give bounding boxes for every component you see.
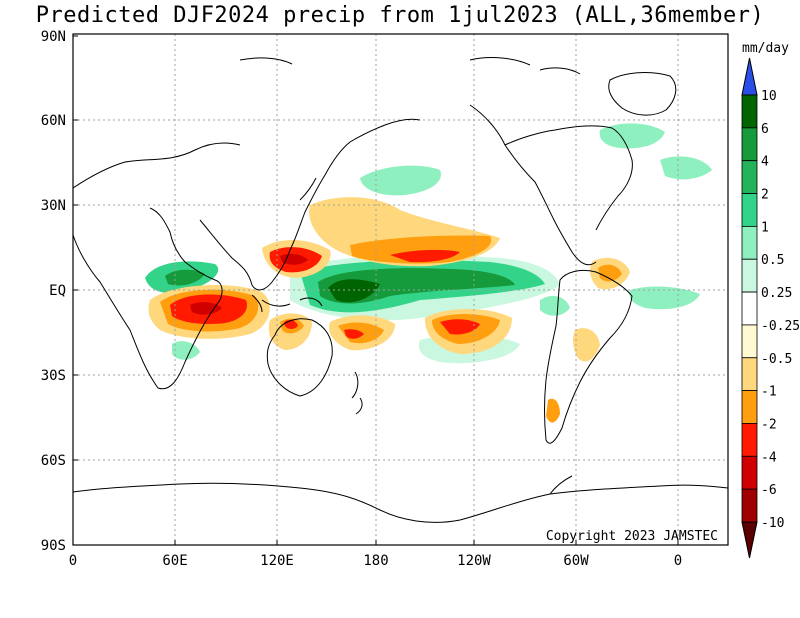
- lon-label: 120E: [260, 553, 294, 569]
- colorbar-label: 10: [761, 89, 777, 104]
- coast-new-zealand: [351, 371, 363, 415]
- s-america-dry: [573, 328, 600, 362]
- lat-label: 60N: [41, 113, 66, 129]
- lat-label: 60S: [41, 453, 66, 469]
- lon-label: 0: [69, 553, 77, 569]
- colorbar-label: 6: [761, 122, 769, 137]
- colorbar-label: -10: [761, 516, 784, 531]
- lat-axis: 90N 60N 30N EQ 30S 60S 90S: [41, 29, 78, 554]
- n-atlantic-wet-2: [660, 156, 712, 180]
- colorbar-label: -6: [761, 483, 777, 498]
- colorbar-swatch: [741, 94, 758, 129]
- coast-asia: [199, 118, 421, 291]
- central-pacific-dry-core: [390, 249, 460, 263]
- lon-label: 0: [674, 553, 682, 569]
- coast-greenland: [608, 72, 677, 116]
- colorbar-swatch: [741, 258, 758, 293]
- colorbar-swatch: [741, 291, 758, 326]
- coast-arctic-islands: [239, 57, 581, 75]
- colorbar-swatch: [741, 357, 758, 392]
- east-pacific-dry-core: [440, 319, 480, 335]
- patagonia-dry: [546, 398, 560, 423]
- colorbar-swatch: [741, 127, 758, 162]
- colorbar-swatch: [741, 455, 758, 490]
- colorbar-swatch: [741, 225, 758, 260]
- indian-ocean-dry-deep: [190, 302, 222, 315]
- north-pacific-wet: [360, 165, 441, 196]
- central-pacific-dry: [350, 235, 492, 264]
- coast-antarctica: [73, 482, 728, 523]
- n-atlantic-wet: [599, 123, 665, 149]
- coast-australia: [266, 318, 333, 397]
- colorbar-label: 0.25: [761, 286, 792, 301]
- colorbar-label: 4: [761, 155, 769, 170]
- lon-label: 120W: [457, 553, 491, 569]
- coast-antarctic-peninsula: [549, 475, 573, 495]
- lat-label: 90N: [41, 29, 66, 45]
- colorbar-swatch: [741, 193, 758, 227]
- lat-label: EQ: [49, 283, 66, 299]
- lon-label: 180: [363, 553, 388, 569]
- copyright-text: Copyright 2023 JAMSTEC: [546, 529, 718, 544]
- colorbar-under-arrow: [741, 521, 758, 559]
- lat-label: 90S: [41, 538, 66, 554]
- colorbar-label: 0.5: [761, 253, 784, 268]
- coast-s-america: [544, 269, 633, 444]
- lat-label: 30N: [41, 198, 66, 214]
- lon-label: 60E: [162, 553, 187, 569]
- colorbar-swatch: [741, 324, 758, 359]
- coast-japan: [299, 177, 317, 201]
- brazil-dry-core: [598, 264, 622, 282]
- graticule: [73, 34, 728, 545]
- precip-anomaly-fields: [145, 123, 712, 423]
- coastlines: [73, 57, 728, 523]
- indian-ocean-wet-west-core: [165, 269, 205, 286]
- lat-label: 30S: [41, 368, 66, 384]
- colorbar-label: -0.25: [761, 319, 800, 334]
- colorbar-label: -2: [761, 417, 777, 432]
- atlantic-wet: [629, 286, 700, 310]
- colorbar-label: -4: [761, 450, 777, 465]
- lon-label: 60W: [563, 553, 589, 569]
- colorbar-swatch: [741, 390, 758, 424]
- spcz-dry-core: [344, 329, 364, 339]
- colorbar-label: 1: [761, 220, 769, 235]
- coast-maritime: [251, 294, 323, 313]
- lon-axis: 0 60E 120E 180 120W 60W 0: [69, 540, 682, 569]
- colorbar-over-arrow: [741, 57, 758, 96]
- colorbar-swatch: [741, 423, 758, 457]
- colorbar-label: -1: [761, 385, 777, 400]
- coast-europe-africa: [73, 142, 241, 390]
- s-america-wet: [540, 295, 570, 316]
- map-plot-area: [73, 34, 728, 545]
- colorbar-label: 2: [761, 188, 769, 203]
- colorbar-swatch: [741, 488, 758, 523]
- map-title: Predicted DJF2024 precip from 1jul2023 (…: [35, 3, 765, 28]
- colorbar-units: mm/day: [742, 41, 789, 56]
- pacific-wet-core: [328, 279, 380, 303]
- colorbar-swatch: [741, 160, 758, 194]
- colorbar-label: -0.5: [761, 352, 792, 367]
- coast-n-america: [469, 104, 633, 266]
- colorbar: mm/day 10 6 4 2 1 0.5 0.25 -0.25 -0.5 -1 -2 -4 -6 -10: [741, 41, 800, 559]
